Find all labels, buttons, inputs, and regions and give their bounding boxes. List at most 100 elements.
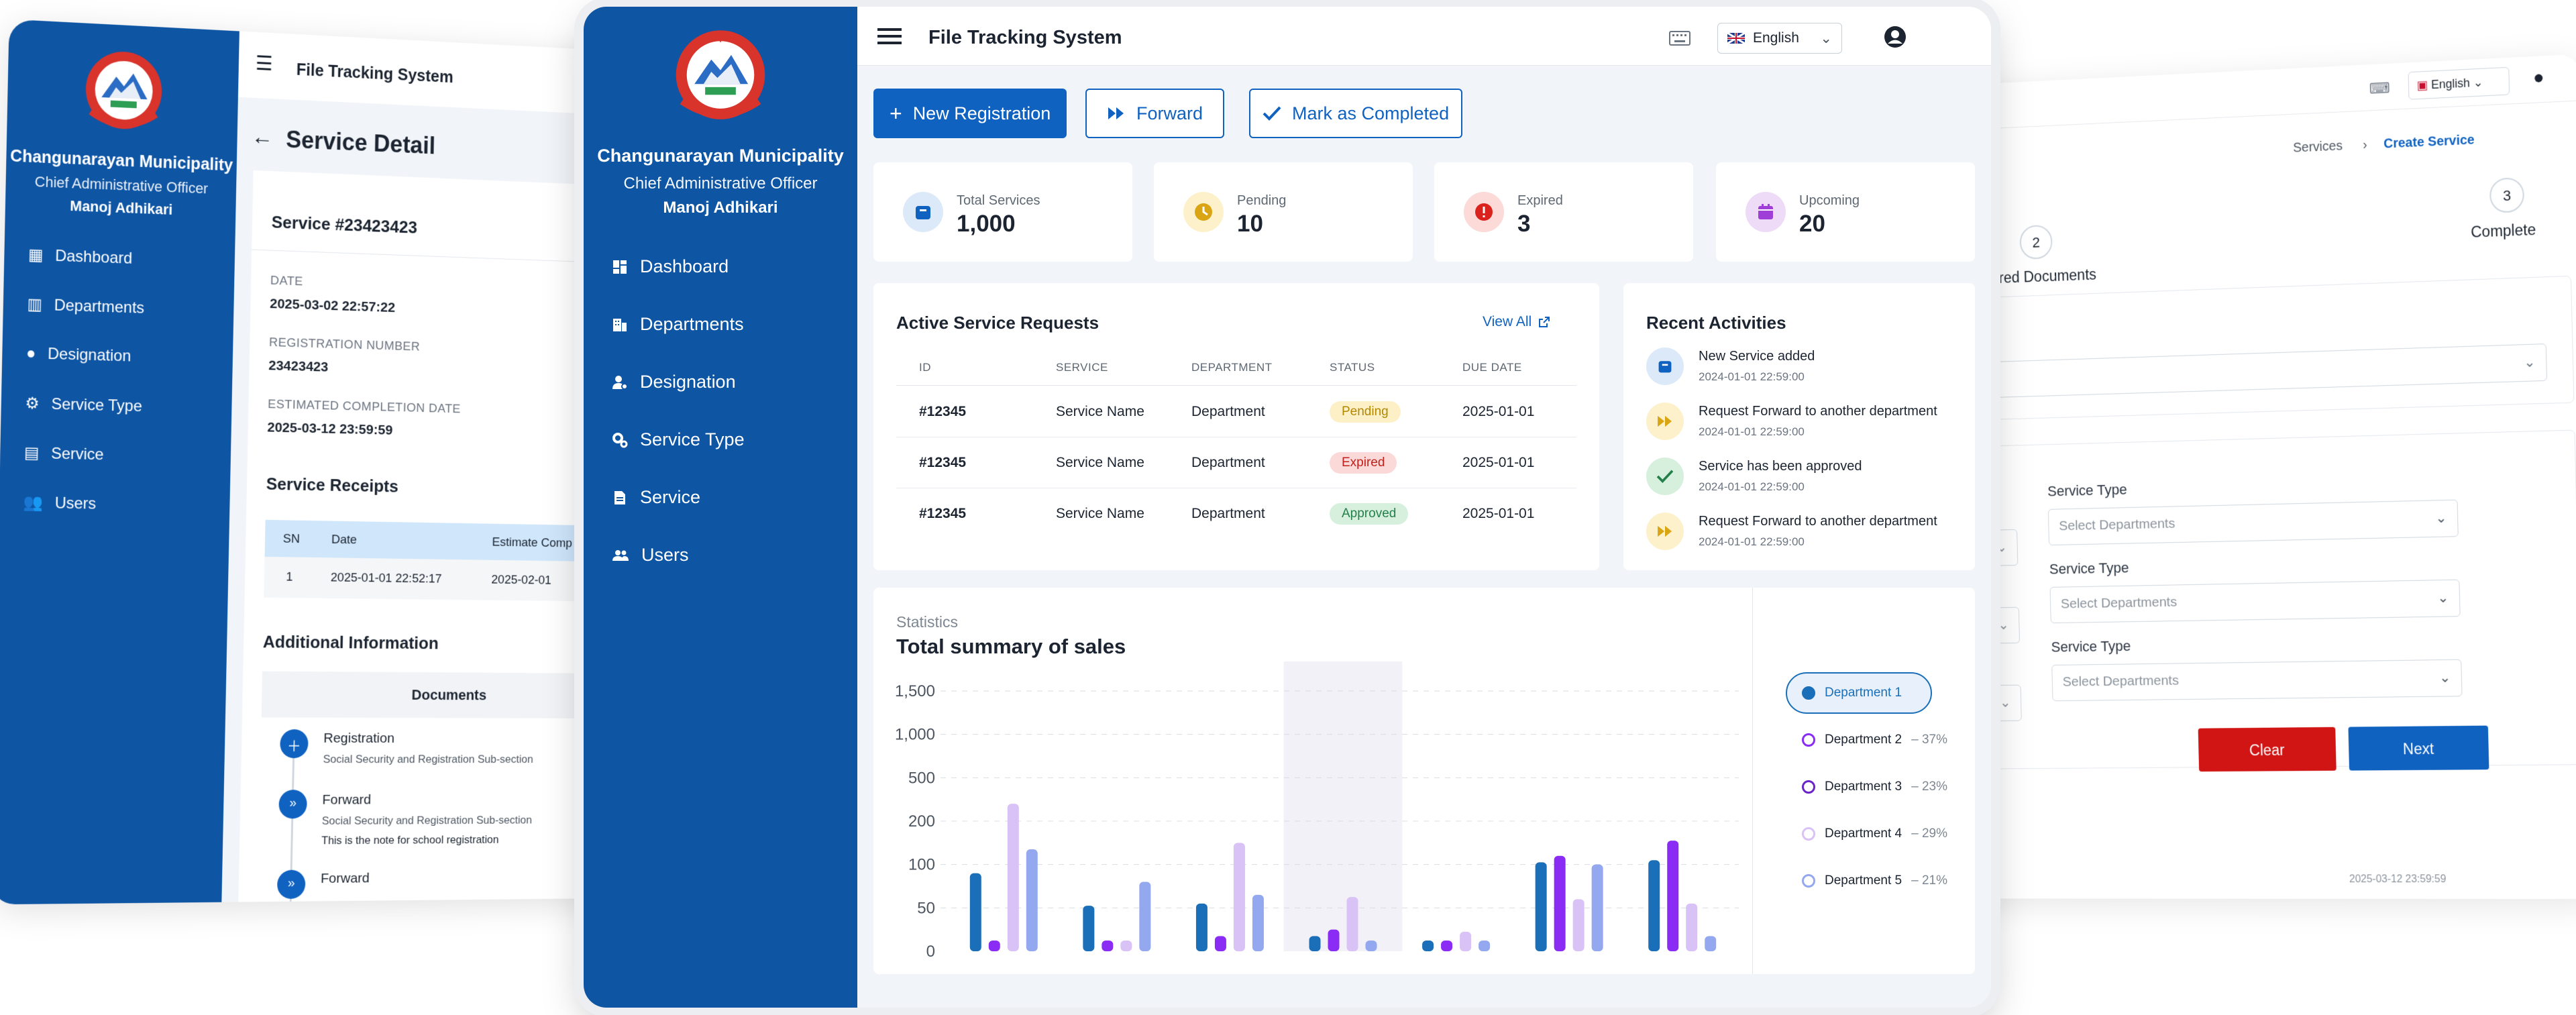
left-nav-service-type[interactable]: ⚙ Service Type	[25, 394, 143, 415]
forward-button[interactable]: Forward	[1085, 89, 1225, 138]
service-type-label: Service Type	[2047, 481, 2128, 500]
stat-card-upcoming: Upcoming 20	[1716, 162, 1975, 262]
service-type-select[interactable]: Select Departments ⌄	[2049, 579, 2461, 624]
table-row[interactable]: #12345 Service Name Department Pending 2…	[896, 386, 1576, 437]
left-nav-dashboard[interactable]: ▦ Dashboard	[28, 246, 133, 268]
clock-icon	[1183, 192, 1224, 232]
table-row[interactable]: #12345 Service Name Department Approved …	[896, 488, 1576, 539]
box-icon	[1646, 348, 1684, 385]
legend-item[interactable]: Department 4– 29%	[1802, 826, 1947, 841]
divider	[252, 249, 641, 264]
y-tick-label: 0	[926, 943, 935, 961]
account-icon[interactable]	[1884, 25, 1907, 48]
chart-bar	[1007, 804, 1019, 951]
chart-bar	[988, 941, 1000, 951]
create-service-window: ⌨ ▣ English ⌄ ● Services › Create Servic…	[1939, 54, 2576, 900]
language-select[interactable]: English ⌄	[1717, 23, 1842, 54]
legend-dot	[1802, 780, 1815, 794]
table-row[interactable]: #12345 Service Name Department Expired 2…	[896, 437, 1576, 488]
service-icon: ▤	[23, 443, 40, 463]
step-2-circle: 2	[2019, 224, 2053, 260]
chart-bar	[1460, 931, 1472, 951]
municipality-emblem-icon	[667, 27, 774, 127]
left-nav-users[interactable]: 👥 Users	[23, 493, 97, 513]
service-detail-window: Changunarayan Municipality Chief Adminis…	[0, 19, 645, 905]
chart-bar	[1686, 903, 1698, 951]
sidebar-item-departments[interactable]: Departments	[612, 314, 744, 335]
breadcrumb-services[interactable]: Services	[2292, 138, 2343, 156]
departments-icon	[613, 318, 627, 331]
documents-tab[interactable]: Documents	[261, 671, 633, 719]
stat-card-pending: Pending 10	[1154, 162, 1413, 262]
mark-completed-button[interactable]: Mark as Completed	[1249, 89, 1463, 138]
service-type-label: Service Type	[2049, 559, 2129, 578]
chart-bar	[1479, 941, 1491, 951]
stat-value: 3	[1517, 211, 1531, 237]
sidebar-item-service[interactable]: Service	[612, 487, 700, 508]
check-icon	[1263, 106, 1281, 121]
stat-label: Total Services	[957, 193, 1040, 208]
legend-item[interactable]: Department 3– 23%	[1802, 780, 1947, 794]
clear-button[interactable]: Clear	[2198, 727, 2337, 772]
chart-bar	[1705, 936, 1717, 951]
sidebar-item-dashboard[interactable]: Dashboard	[612, 256, 729, 277]
service-icon	[614, 490, 625, 504]
forward-icon	[1108, 107, 1124, 119]
sidebar-item-designation[interactable]: Designation	[612, 372, 736, 392]
dashboard-icon	[613, 260, 627, 274]
stat-value: 1,000	[957, 211, 1016, 237]
registration-value: 23423423	[268, 358, 329, 375]
stat-label: Upcoming	[1799, 193, 1860, 208]
plus-icon: +	[890, 101, 902, 125]
menu-icon[interactable]: ☰	[255, 52, 273, 75]
org-name: Changunarayan Municipality	[9, 146, 233, 175]
chart-bar	[1309, 936, 1321, 951]
breadcrumb-create-service[interactable]: Create Service	[2383, 132, 2475, 152]
legend-item[interactable]: Department 2– 37%	[1802, 733, 1947, 747]
service-type-icon: ⚙	[25, 394, 40, 413]
view-all-link[interactable]: View All	[1483, 314, 1550, 330]
account-icon[interactable]: ●	[2532, 66, 2545, 88]
divider	[1752, 588, 1753, 974]
column-header: SERVICE	[1056, 361, 1108, 374]
left-nav-service[interactable]: ▤ Service	[23, 443, 104, 464]
service-type-select[interactable]: Select Departments ⌄	[2051, 659, 2463, 702]
menu-icon[interactable]	[877, 27, 902, 46]
status-badge: Pending	[1330, 401, 1401, 423]
language-select[interactable]: ▣ English ⌄	[2408, 66, 2510, 100]
legend-dot	[1802, 874, 1815, 888]
sidebar-item-service-type[interactable]: Service Type	[612, 429, 745, 450]
designation-icon	[612, 375, 628, 390]
column-header: STATUS	[1330, 361, 1375, 374]
legend-item[interactable]: Department 1	[1802, 686, 1902, 700]
column-header: DEPARTMENT	[1191, 361, 1273, 374]
check-icon	[1646, 458, 1684, 495]
forward-icon: »	[278, 790, 307, 819]
chart-bar	[1120, 941, 1132, 951]
chart-bar	[1535, 862, 1547, 951]
right-topbar: ⌨ ▣ English ⌄ ●	[1939, 54, 2576, 131]
chart-bar	[1422, 941, 1434, 951]
sidebar-item-users[interactable]: Users	[612, 545, 689, 566]
service-detail-panel: Service #23423423 DATE 2025-03-02 22:57:…	[238, 170, 642, 905]
new-registration-button[interactable]: + New Registration	[873, 89, 1067, 138]
left-app-title: File Tracking System	[296, 60, 454, 87]
next-button[interactable]: Next	[2348, 725, 2489, 771]
left-main: ☰ File Tracking System ← Service Detail …	[221, 31, 645, 905]
divider	[896, 385, 1576, 386]
left-nav-designation[interactable]: ● Designation	[25, 344, 131, 366]
keyboard-icon[interactable]: ⌨	[2369, 79, 2390, 97]
chart-bar	[1214, 936, 1226, 951]
keyboard-icon[interactable]	[1669, 31, 1690, 46]
y-tick-label: 200	[908, 812, 935, 831]
sidebar: Changunarayan Municipality Chief Adminis…	[584, 7, 857, 1008]
y-tick-label: 1,500	[895, 682, 935, 700]
left-nav-departments[interactable]: ▥ Departments	[27, 295, 145, 317]
highlight-band	[1283, 661, 1403, 951]
back-arrow-icon[interactable]: ←	[251, 124, 274, 150]
column-header: ID	[919, 361, 931, 374]
legend-item[interactable]: Department 5– 21%	[1802, 873, 1947, 888]
dashboard-window: Changunarayan Municipality Chief Adminis…	[584, 7, 1991, 1008]
y-tick-label: 1,000	[895, 726, 935, 744]
